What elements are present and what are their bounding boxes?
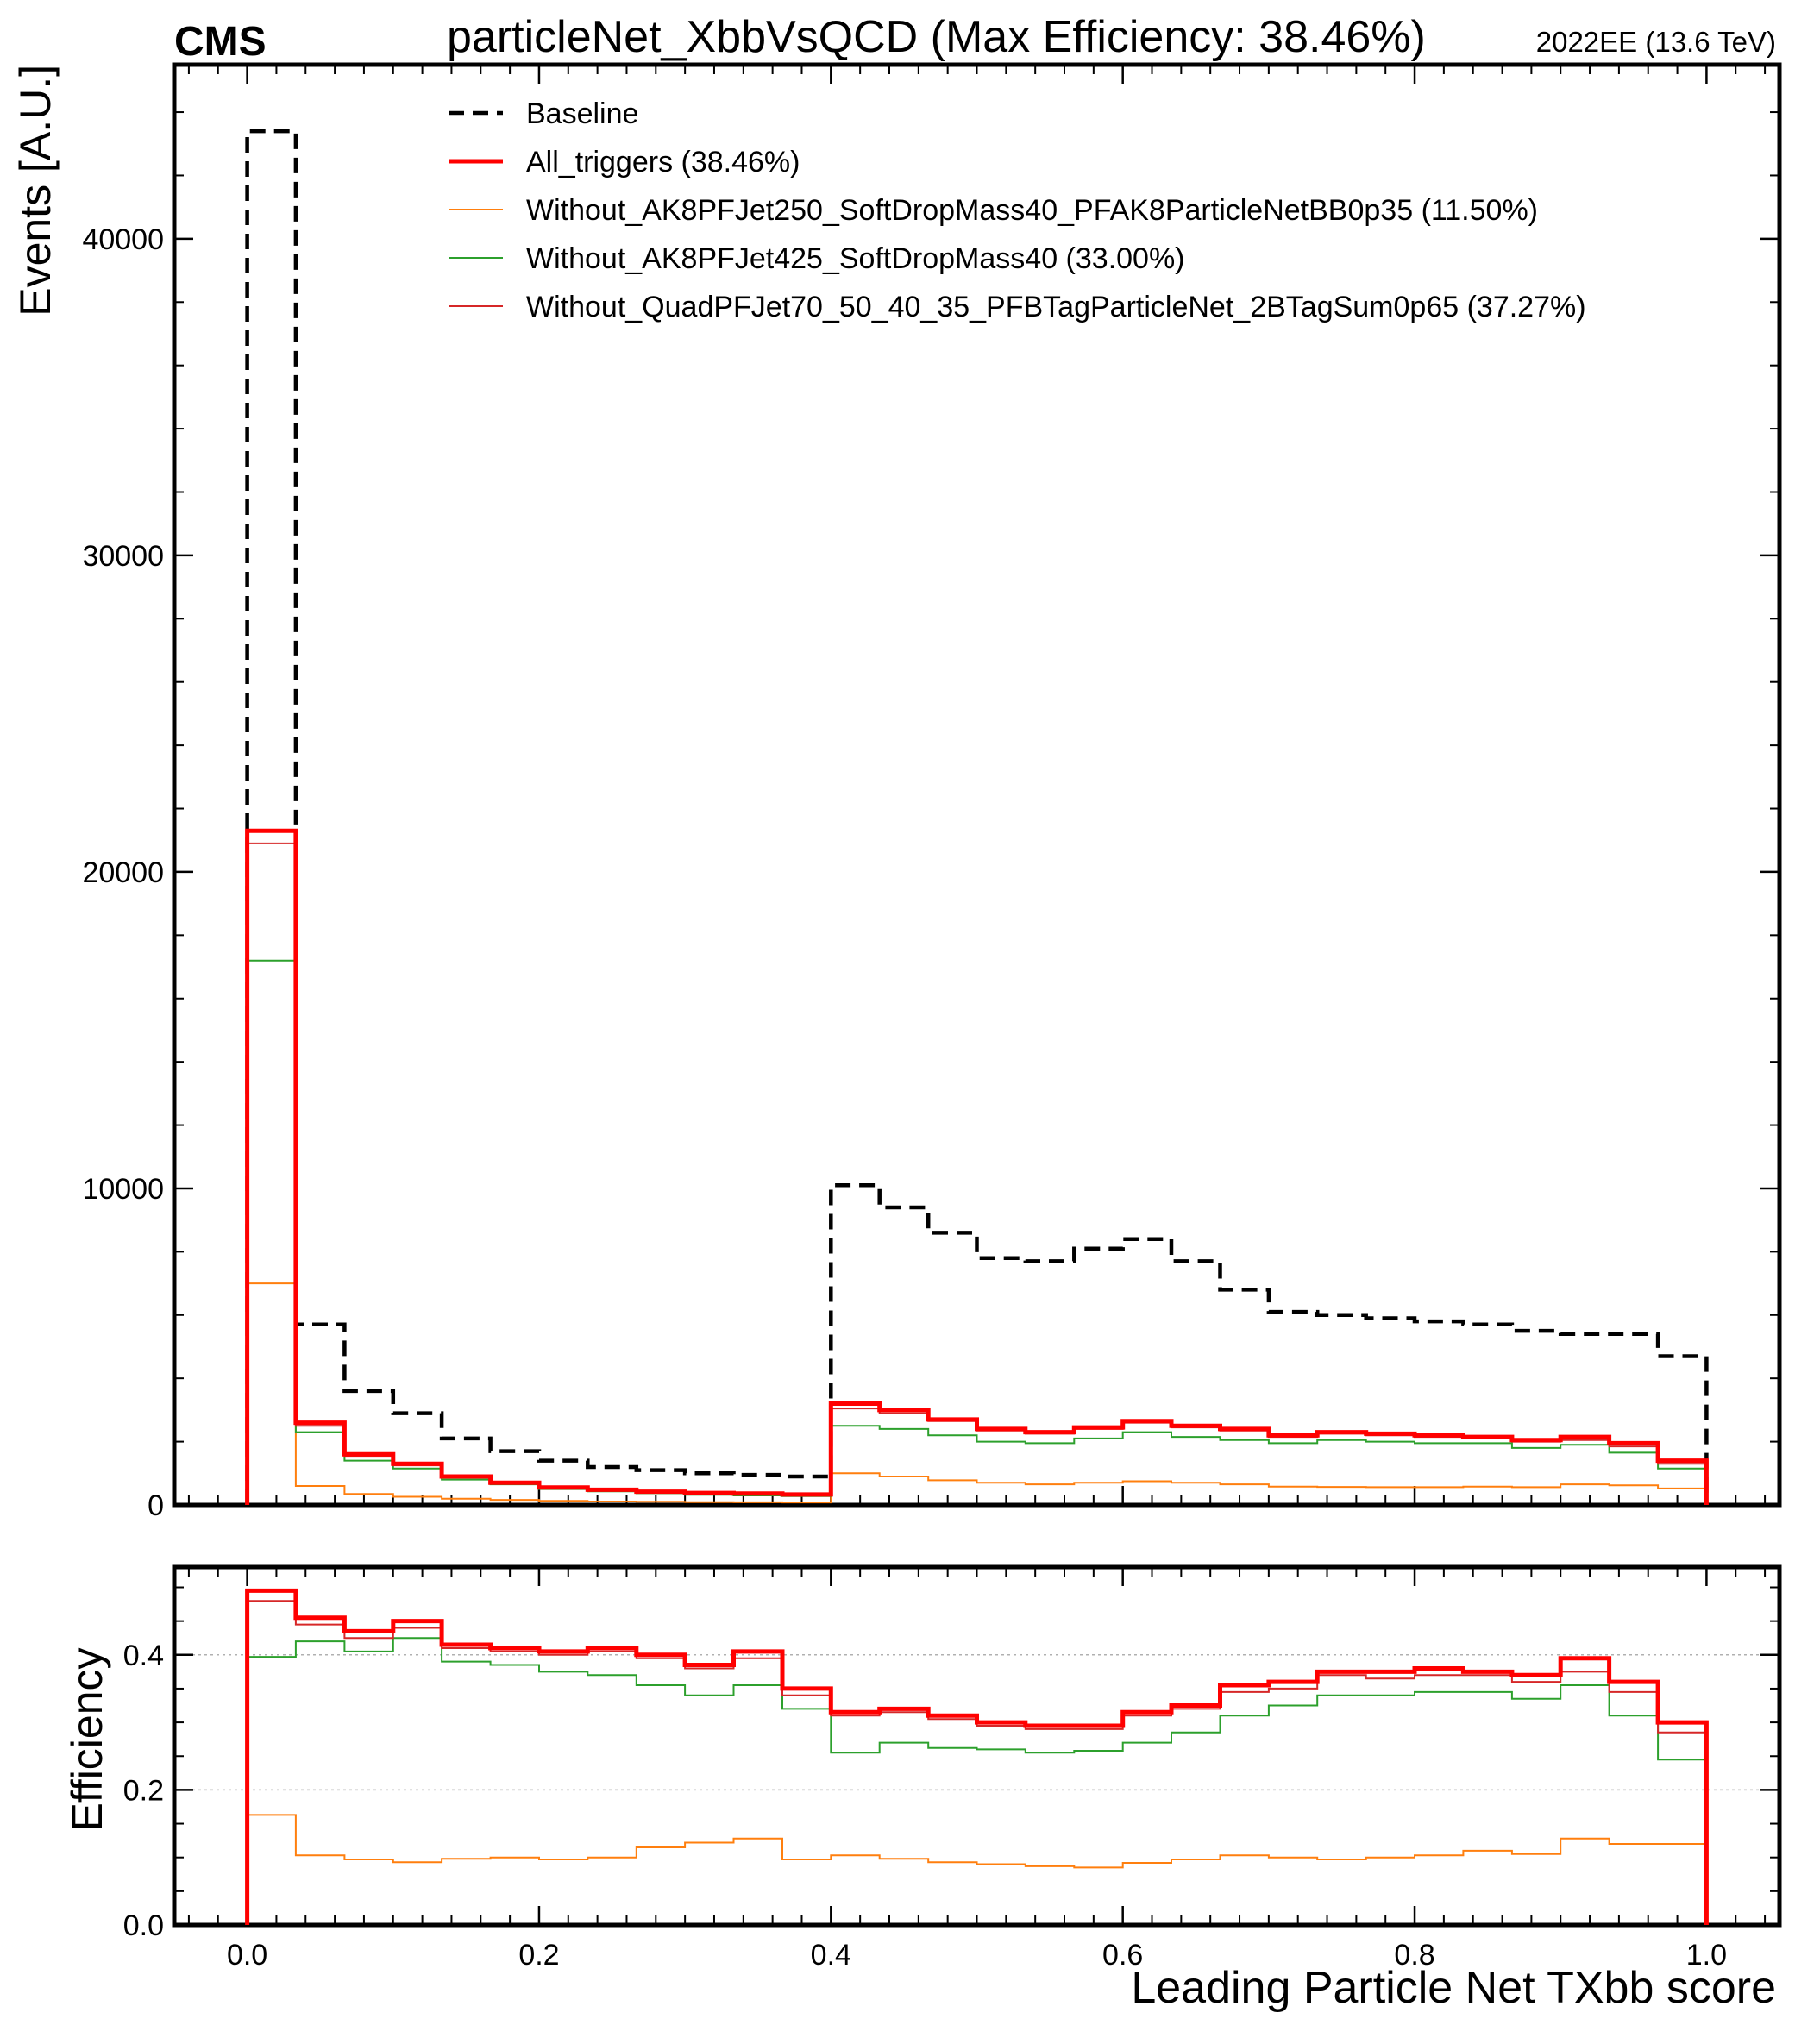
bottom-panel-ticks <box>174 1567 1779 1927</box>
bottom-y-tick-label: 0.2 <box>123 1774 164 1807</box>
series-without-ak8pfjet250-softdropmass40-pfak8particlenetbb0p35-line <box>246 1282 1708 1505</box>
top-y-tick-label: 20000 <box>82 856 164 889</box>
legend-label-without-ak8pfjet425-softdropmass40: Without_AK8PFJet425_SoftDropMass40 (33.0… <box>526 242 1185 275</box>
bottom-y-axis-label: Efficiency <box>63 1647 111 1831</box>
series-baseline-line <box>245 129 1709 1505</box>
chart-title: particleNet_XbbVsQCD (Max Efficiency: 38… <box>447 12 1426 62</box>
bottom-panel-series <box>245 1588 1709 1925</box>
top-y-tick-label: 0 <box>147 1489 164 1522</box>
top-panel: 0 10000 20000 30000 40000 Events [A.U.] Base… <box>11 62 1782 1522</box>
efficiency-all-triggers-line <box>245 1588 1709 1925</box>
efficiency-without-ak8pfjet250-softdropmass40-pfak8particlenetbb0p35-line <box>246 1814 1708 1925</box>
x-tick-labels: 0.0 0.2 0.4 0.6 0.8 1.0 <box>227 1939 1727 1972</box>
legend: Baseline All_triggers (38.46%) Without_AK8… <box>449 97 1586 323</box>
x-axis-label: Leading Particle Net TXbb score <box>1131 1963 1776 2013</box>
top-y-tick-label: 10000 <box>82 1173 164 1206</box>
top-panel-series <box>245 129 1709 1505</box>
x-tick-label: 0.4 <box>811 1939 851 1972</box>
top-y-tick-label: 30000 <box>82 540 164 573</box>
x-tick-label: 0.0 <box>227 1939 267 1972</box>
bottom-panel: 0.00.20.4 0.0 0.2 0.4 0.6 0.8 1.0 Efficiency … <box>63 1564 1782 2013</box>
lumi-label: 2022EE (13.6 TeV) <box>1536 26 1776 58</box>
efficiency-without-quadpfjet70-50-40-35-pfbtagparticlenet-2btagsum0p65-line <box>246 1600 1708 1925</box>
series-all-triggers-line <box>245 828 1709 1505</box>
x-tick-label: 0.8 <box>1394 1939 1434 1972</box>
x-tick-label: 0.2 <box>518 1939 559 1972</box>
x-tick-label: 0.6 <box>1102 1939 1143 1972</box>
top-y-tick-labels: 0 10000 20000 30000 40000 <box>82 223 164 1522</box>
x-tick-label: 1.0 <box>1686 1939 1727 1972</box>
experiment-label: CMS <box>174 19 267 65</box>
top-y-tick-label: 40000 <box>82 223 164 256</box>
legend-label-all-triggers: All_triggers (38.46%) <box>526 146 800 179</box>
top-y-axis-label: Events [A.U.] <box>11 65 60 317</box>
bottom-y-tick-label: 0.0 <box>123 1909 164 1942</box>
legend-label-baseline: Baseline <box>526 97 638 130</box>
efficiency-without-ak8pfjet425-softdropmass40-line <box>246 1637 1708 1925</box>
bottom-y-tick-label: 0.4 <box>123 1640 164 1672</box>
series-without-quadpfjet70-50-40-35-pfbtagparticlenet-2btagsum0p65-line <box>246 842 1708 1505</box>
top-panel-ticks <box>174 65 1779 1507</box>
bottom-y-tick-labels: 0.0 0.2 0.4 <box>123 1640 164 1942</box>
top-panel-frame <box>172 62 1782 1508</box>
legend-label-without-quadpfjet70-50-40-35-pfbtagparticlenet-2btagsum0p65: Without_QuadPFJet70_50_40_35_PFBTagParti… <box>526 291 1586 323</box>
legend-label-without-ak8pfjet250-softdropmass40-pfak8particlenetbb0p35: Without_AK8PFJet250_SoftDropMass40_PFAK8… <box>526 194 1538 227</box>
